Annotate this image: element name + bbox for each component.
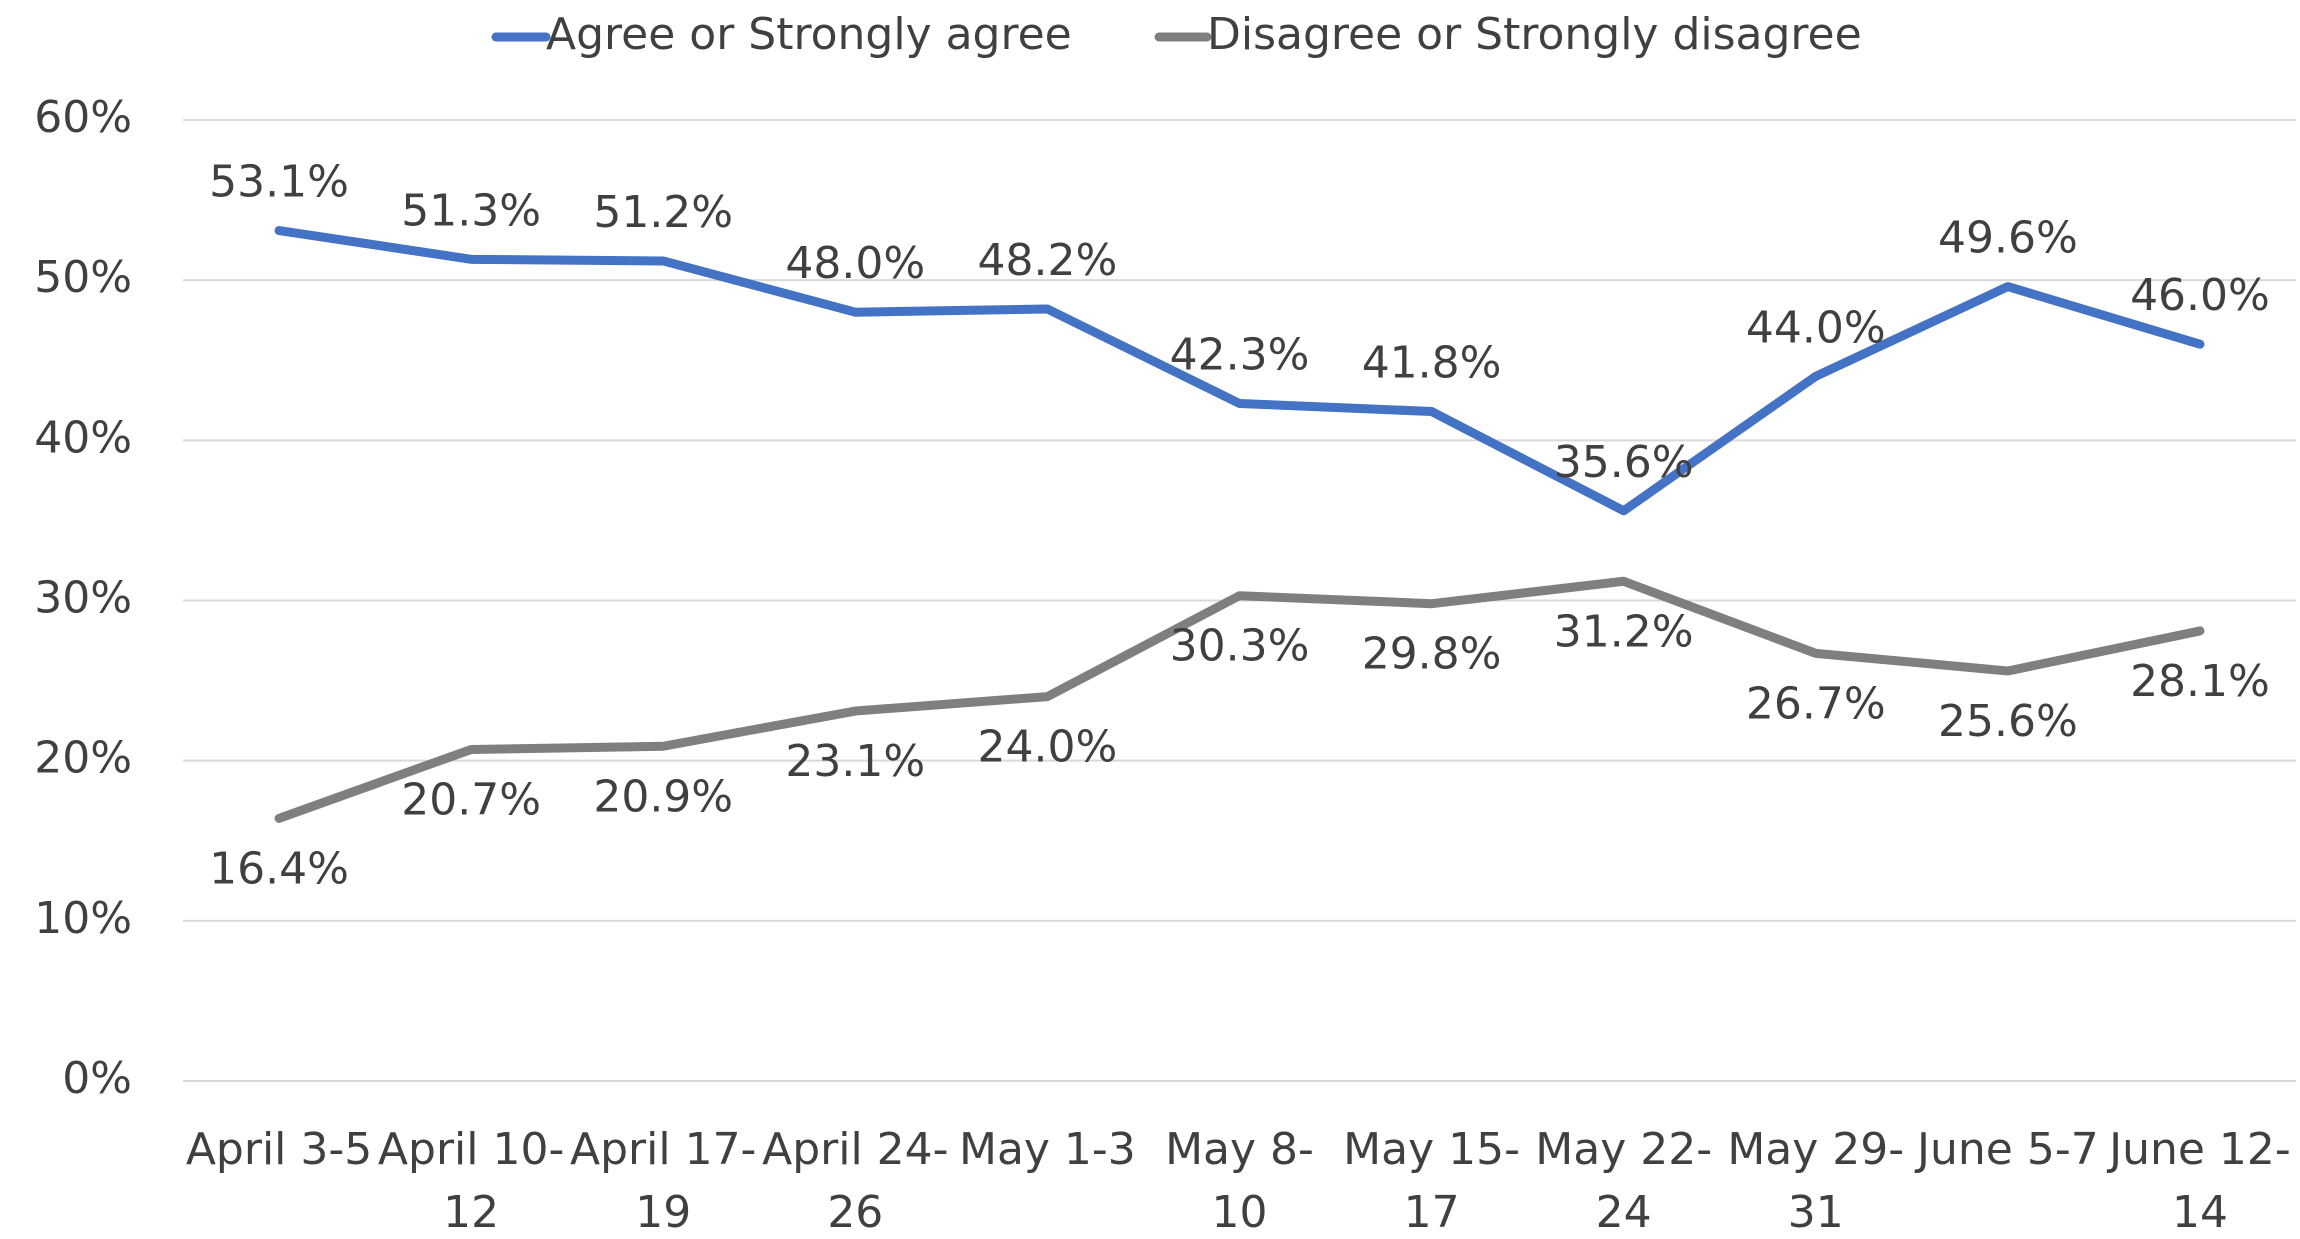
data-label: 53.1% [209, 157, 349, 208]
x-tick-label: 24 [1596, 1187, 1652, 1238]
data-label: 26.7% [1746, 678, 1886, 729]
y-tick-label: 40% [34, 412, 132, 463]
x-tick-label: June 5-7 [1914, 1124, 2099, 1175]
x-tick-label: May 8- [1165, 1124, 1314, 1175]
x-tick-label: May 15- [1343, 1124, 1520, 1175]
data-label: 46.0% [2130, 270, 2270, 321]
data-label: 48.0% [785, 238, 925, 289]
data-label: 20.7% [401, 774, 541, 825]
data-label: 31.2% [1554, 606, 1694, 657]
data-label: 44.0% [1746, 302, 1886, 353]
x-tick-label: 31 [1788, 1187, 1844, 1238]
x-tick-label: 14 [2172, 1187, 2228, 1238]
y-tick-label: 10% [34, 893, 132, 944]
y-tick-label: 50% [34, 252, 132, 303]
data-label: 42.3% [1170, 329, 1310, 380]
x-tick-label: April 3-5 [186, 1124, 372, 1175]
x-tick-label: June 12- [2106, 1124, 2291, 1175]
data-label: 35.6% [1554, 437, 1694, 488]
data-label: 23.1% [785, 736, 925, 787]
x-tick-label: May 29- [1727, 1124, 1904, 1175]
data-label: 16.4% [209, 843, 349, 894]
data-label: 24.0% [978, 722, 1118, 773]
x-tick-label: 12 [443, 1187, 499, 1238]
series-line [274, 226, 2205, 516]
legend-label: Agree or Strongly agree [546, 9, 1072, 60]
data-label: 25.6% [1938, 696, 2078, 747]
data-label: 48.2% [978, 235, 1118, 286]
series-line [274, 576, 2205, 823]
x-tick-label: 19 [635, 1187, 691, 1238]
x-tick-label: April 17- [570, 1124, 756, 1175]
data-label: 29.8% [1362, 629, 1502, 680]
y-tick-label: 20% [34, 733, 132, 784]
x-tick-label: May 1-3 [959, 1124, 1136, 1175]
data-label: 20.9% [593, 771, 733, 822]
data-label: 51.3% [401, 185, 541, 236]
y-tick-label: 30% [34, 573, 132, 624]
x-tick-label: 26 [827, 1187, 883, 1238]
legend-label: Disagree or Strongly disagree [1207, 9, 1862, 60]
x-tick-label: April 10- [378, 1124, 564, 1175]
x-tick-label: May 22- [1535, 1124, 1712, 1175]
data-label: 51.2% [593, 187, 733, 238]
x-tick-label: 10 [1212, 1187, 1268, 1238]
y-tick-label: 0% [62, 1053, 132, 1104]
data-label: 49.6% [1938, 213, 2078, 264]
y-tick-label: 60% [34, 92, 132, 143]
data-label: 28.1% [2130, 656, 2270, 707]
x-tick-label: April 24- [762, 1124, 948, 1175]
data-label: 30.3% [1170, 621, 1310, 672]
x-tick-label: 17 [1404, 1187, 1460, 1238]
data-label: 41.8% [1362, 338, 1502, 389]
